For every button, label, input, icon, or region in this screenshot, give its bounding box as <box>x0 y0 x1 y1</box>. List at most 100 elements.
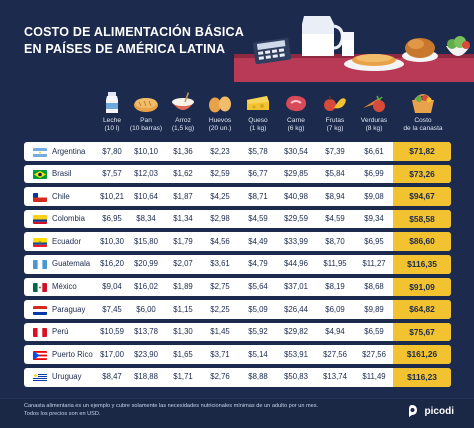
milk-glass-icon <box>342 32 354 56</box>
ecuador-flag <box>33 237 47 247</box>
chart-title: COSTO DE ALIMENTACIÓN BÁSICA EN PAÍSES D… <box>24 24 264 58</box>
brazil-flag <box>33 170 47 180</box>
argentina-flag <box>33 147 47 157</box>
price-cell: $6,09 <box>325 304 345 314</box>
basket-total: $71,82 <box>393 142 451 161</box>
price-cell: $12,03 <box>134 169 158 179</box>
basket-total: $91,09 <box>393 277 451 297</box>
row-background <box>24 209 451 229</box>
price-cell: $1,30 <box>173 327 193 337</box>
price-cell: $2,23 <box>210 146 230 156</box>
price-cell: $8,47 <box>102 372 122 382</box>
bread-plate-icon <box>344 54 404 71</box>
chile-flag <box>33 192 47 202</box>
price-cell: $27,56 <box>362 349 386 359</box>
price-cell: $1,15 <box>173 304 193 314</box>
column-label: Pan (10 barras) <box>123 117 169 133</box>
basket-total: $73,26 <box>393 164 451 184</box>
table-row: Brasil $7,57 $12,03 $1,62 $2,59 $6,77 $29,85 $5… <box>24 163 451 186</box>
table-row: Argentina $7,80 $10,10 $1,36 $2,23 $5,78 $30,5… <box>24 140 451 163</box>
paraguay-flag <box>33 305 47 315</box>
price-cell: $2,07 <box>173 259 193 269</box>
column-label-unit: (1,5 kg) <box>171 125 195 132</box>
price-cell: $8,70 <box>325 236 345 246</box>
price-cell: $3,61 <box>210 259 230 269</box>
row-background <box>24 277 451 297</box>
table-row: Ecuador $10,30 $15,80 $1,79 $4,56 $4,49 $33,99… <box>24 230 451 253</box>
country-name: Uruguay <box>52 372 82 382</box>
price-cell: $1,34 <box>173 214 193 224</box>
title-line-1: COSTO DE ALIMENTACIÓN BÁSICA <box>24 25 244 39</box>
price-cell: $1,79 <box>173 236 193 246</box>
price-cell: $1,65 <box>173 349 193 359</box>
price-cell: $10,64 <box>134 191 158 201</box>
table-row: Colombia $6,95 $8,34 $1,34 $2,98 $4,59 $29,59 $… <box>24 208 451 231</box>
price-cell: $2,75 <box>210 282 230 292</box>
price-cell: $20,99 <box>134 259 158 269</box>
price-cell: $6,61 <box>364 146 384 156</box>
column-label: Costo de la canasta <box>400 117 446 133</box>
price-cell: $9,89 <box>364 304 384 314</box>
row-background <box>24 164 451 184</box>
calculator-icon <box>252 37 292 65</box>
price-cell: $53,91 <box>284 349 308 359</box>
country-name: Colombia <box>52 214 85 224</box>
price-cell: $15,80 <box>134 236 158 246</box>
mexico-flag <box>33 283 47 293</box>
milk-bottle-icon <box>106 92 118 113</box>
column-label: Huevos (20 un.) <box>197 117 243 133</box>
country-name: Perú <box>52 327 69 337</box>
price-cell: $7,39 <box>325 146 345 156</box>
country-name: México <box>52 282 77 292</box>
price-cell: $2,76 <box>210 372 230 382</box>
row-background <box>24 187 451 206</box>
column-header-leche: Leche (10 l) <box>89 90 135 140</box>
column-label-name: Pan <box>140 117 152 124</box>
meat-icon <box>286 95 307 112</box>
price-cell: $33,99 <box>284 236 308 246</box>
price-cell: $5,78 <box>248 146 268 156</box>
column-label-unit: (10 l) <box>104 125 120 132</box>
price-cell: $6,00 <box>136 304 156 314</box>
price-cell: $5,64 <box>248 282 268 292</box>
column-label-name: Verduras <box>360 117 388 124</box>
column-label-unit: (1 kg) <box>249 125 267 132</box>
table-row: Uruguay $8,47 $18,88 $1,71 $2,76 $8,88 $50,83 $… <box>24 366 451 389</box>
footer-band <box>0 398 474 428</box>
price-cell: $10,59 <box>100 327 124 337</box>
column-label: Frutas (7 kg) <box>312 117 358 133</box>
basket-icon <box>412 94 434 113</box>
price-cell: $6,95 <box>364 236 384 246</box>
price-cell: $4,25 <box>210 191 230 201</box>
price-cell: $4,59 <box>248 214 268 224</box>
column-label: Arroz (1,5 kg) <box>160 117 206 133</box>
row-background <box>24 232 451 251</box>
food-table-illustration <box>234 16 474 82</box>
uruguay-flag <box>33 373 47 383</box>
milk-jug-icon <box>302 16 344 56</box>
price-cell: $9,04 <box>102 282 122 292</box>
bread-icon <box>134 98 158 112</box>
column-label-unit: (20 un.) <box>208 125 232 132</box>
price-cell: $8,88 <box>248 372 268 382</box>
footnote: Canasta alimentaria es un ejemplo y cubr… <box>24 403 318 418</box>
country-name: Chile <box>52 191 70 201</box>
price-cell: $8,71 <box>248 191 268 201</box>
colombia-flag <box>33 215 47 225</box>
roast-chicken-icon <box>402 38 438 62</box>
price-cell: $11,95 <box>323 259 347 269</box>
price-cell: $6,95 <box>102 214 122 224</box>
column-label: Leche (10 l) <box>89 117 135 133</box>
price-cell: $40,98 <box>284 191 308 201</box>
row-background <box>24 322 451 342</box>
price-cell: $10,21 <box>100 191 124 201</box>
price-cell: $1,89 <box>173 282 193 292</box>
price-cell: $44,96 <box>284 259 308 269</box>
price-cell: $4,59 <box>325 214 345 224</box>
price-cell: $6,59 <box>364 327 384 337</box>
column-label-name: Queso <box>248 117 268 124</box>
price-cell: $23,90 <box>134 349 158 359</box>
price-cell: $18,88 <box>134 372 158 382</box>
row-background <box>24 254 451 274</box>
price-cell: $2,98 <box>210 214 230 224</box>
